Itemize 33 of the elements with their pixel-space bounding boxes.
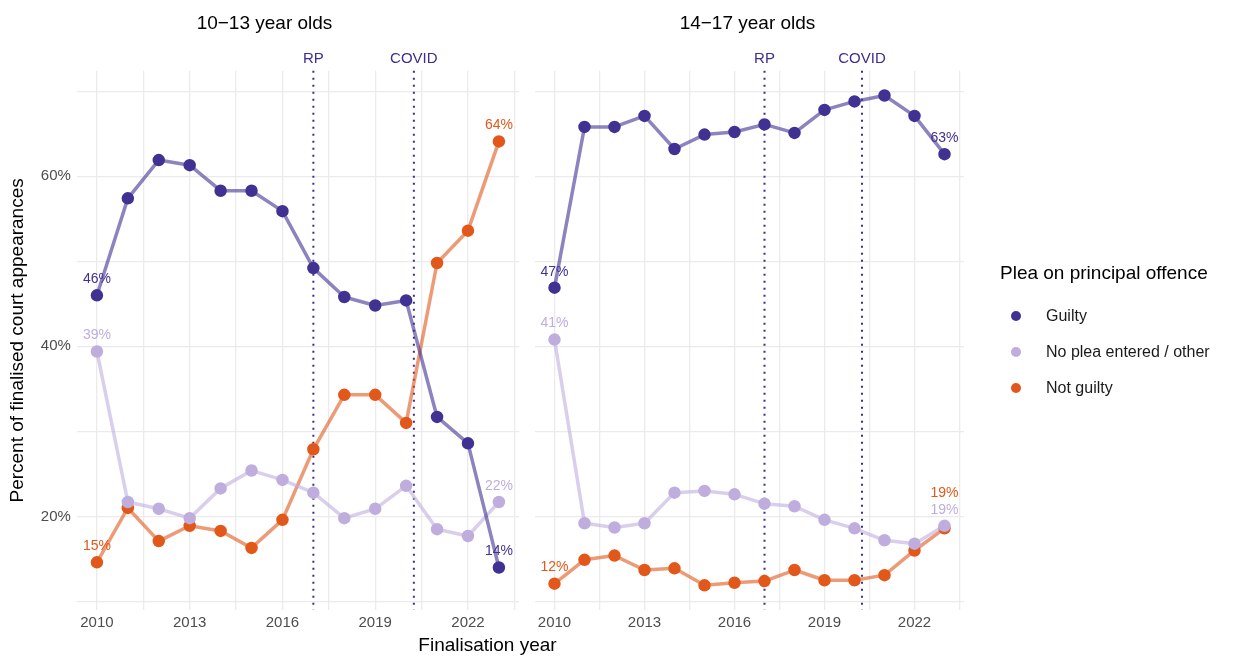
ref-line-label: COVID: [390, 49, 438, 67]
x-tick-label: 2022: [897, 613, 932, 631]
data-label: 39%: [82, 326, 111, 343]
y-tick-label: 20%: [40, 506, 71, 524]
x-tick-label: 2016: [717, 613, 752, 631]
legend-label: Not guilty: [1046, 379, 1113, 397]
x-tick-label: 2019: [807, 613, 842, 631]
y-tick-label: 40%: [40, 336, 71, 354]
x-tick-label: 2013: [627, 613, 662, 631]
data-label: 63%: [930, 129, 959, 146]
legend-title: Plea on principal offence: [1000, 262, 1209, 284]
x-axis-title: Finalisation year: [417, 634, 558, 656]
x-tick-label: 2019: [358, 613, 392, 631]
x-tick-label: 2016: [265, 613, 300, 631]
chart-title: 14−17 year olds: [679, 11, 816, 33]
data-label: 41%: [540, 314, 569, 331]
legend-label: No plea entered / other: [1046, 343, 1210, 361]
chart-title: 10−13 year olds: [196, 11, 333, 33]
y-axis-title: Percent of finalised court appearances: [5, 178, 27, 503]
data-label: 12%: [540, 558, 569, 575]
data-label: 19%: [930, 483, 959, 500]
legend-label: Guilty: [1046, 307, 1087, 325]
x-tick-label: 2010: [537, 613, 572, 631]
y-tick-label: 60%: [40, 166, 71, 184]
data-label: 64%: [484, 116, 513, 133]
data-label: 22%: [484, 476, 513, 493]
x-tick-label: 2013: [173, 613, 207, 631]
ref-line-label: COVID: [838, 49, 886, 67]
data-label: 19%: [930, 500, 959, 517]
x-tick-label: 2022: [451, 613, 485, 631]
x-tick-label: 2010: [80, 613, 114, 631]
ref-line-label: RP: [302, 49, 324, 67]
ref-line-label: RP: [754, 49, 775, 67]
